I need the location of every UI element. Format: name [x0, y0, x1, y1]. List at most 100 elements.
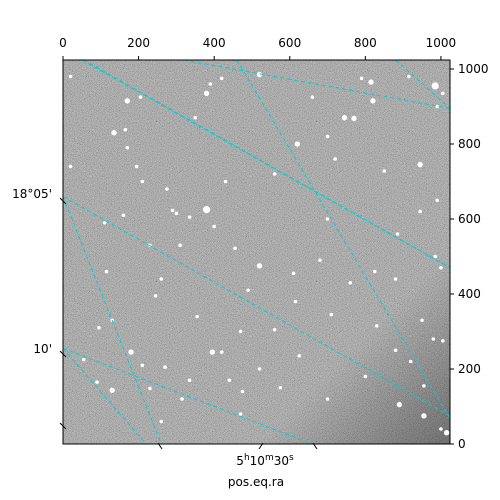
- dec-tick-label: 10': [33, 342, 52, 356]
- ra-tick-label: 5h10m30s: [236, 453, 294, 468]
- star: [238, 329, 243, 334]
- star: [140, 179, 145, 184]
- star: [439, 265, 443, 270]
- star: [208, 82, 213, 86]
- star: [431, 82, 439, 90]
- star: [393, 348, 398, 353]
- star: [291, 271, 296, 276]
- star: [111, 130, 117, 136]
- star: [297, 354, 302, 358]
- star: [372, 269, 377, 274]
- star: [422, 384, 426, 388]
- star: [294, 141, 301, 147]
- y-tick-label: 800: [458, 137, 481, 151]
- star: [138, 95, 143, 99]
- star: [396, 401, 403, 408]
- star: [278, 385, 283, 390]
- star: [359, 76, 364, 81]
- star: [256, 263, 263, 269]
- star: [163, 365, 167, 369]
- star: [407, 74, 411, 79]
- star: [341, 115, 348, 121]
- grid-line: [63, 347, 313, 444]
- star: [180, 397, 184, 401]
- grid-line: [63, 196, 162, 444]
- x-tick-label: 1000: [426, 36, 457, 50]
- star: [272, 327, 277, 332]
- star: [140, 363, 145, 368]
- star: [227, 378, 232, 383]
- y-tick-label: 0: [458, 437, 466, 451]
- star: [325, 397, 330, 401]
- star: [363, 374, 368, 379]
- star: [443, 430, 450, 436]
- star: [68, 74, 73, 79]
- dec-tick-mark: [59, 350, 67, 358]
- star: [417, 161, 423, 168]
- star: [223, 179, 228, 184]
- star: [165, 187, 169, 191]
- plot-frame: [62, 59, 451, 445]
- star: [104, 269, 109, 274]
- ra-tick-mark: [312, 442, 318, 450]
- star: [240, 389, 245, 394]
- star: [174, 211, 179, 216]
- x-tick-label: 400: [203, 36, 226, 50]
- ra-tick-mark: [258, 442, 264, 450]
- star: [370, 98, 376, 104]
- ra-axis-bottom: 5h10m30s pos.eq.ra: [157, 442, 318, 489]
- star: [351, 115, 357, 122]
- star: [95, 380, 99, 384]
- y-tick-label: 600: [458, 212, 481, 226]
- star: [233, 246, 237, 251]
- dec-tick-mark: [59, 422, 67, 430]
- image-vignette: [63, 60, 450, 444]
- x-tick-label: 200: [127, 36, 150, 50]
- star: [325, 134, 330, 139]
- star: [368, 79, 374, 85]
- star: [382, 169, 387, 173]
- star: [125, 145, 130, 150]
- grid-line: [81, 60, 450, 269]
- star: [170, 208, 175, 213]
- star: [128, 349, 134, 355]
- star: [187, 378, 192, 383]
- star: [439, 427, 443, 431]
- x-tick-label: 800: [354, 36, 377, 50]
- y-tick-label: 400: [458, 287, 481, 301]
- star: [212, 224, 216, 229]
- star: [431, 337, 436, 341]
- star: [187, 215, 192, 219]
- star: [393, 277, 398, 281]
- star: [246, 288, 250, 293]
- star: [435, 104, 439, 109]
- ra-tick-mark: [157, 442, 163, 450]
- x-tick-label: 600: [278, 36, 301, 50]
- star: [310, 95, 315, 99]
- star: [238, 412, 243, 416]
- star: [348, 280, 353, 285]
- star: [293, 299, 298, 304]
- y-tick-label: 200: [458, 362, 481, 376]
- star: [272, 172, 277, 176]
- star: [420, 318, 424, 323]
- coordinate-grid: [63, 60, 450, 444]
- x-pixel-axis-top: 0 200 400 600 800 1000: [59, 36, 456, 60]
- star: [433, 254, 438, 259]
- star: [418, 209, 422, 214]
- star: [153, 294, 158, 298]
- ra-axis-label: pos.eq.ra: [228, 475, 284, 489]
- star: [441, 339, 445, 343]
- star: [195, 314, 199, 319]
- grid-line: [395, 60, 450, 109]
- dec-axis-left: 18°05' 10': [12, 187, 67, 430]
- star: [318, 258, 322, 263]
- star: [97, 325, 101, 330]
- star: [68, 164, 73, 169]
- y-tick-label: 1000: [458, 62, 489, 76]
- grid-line: [183, 60, 450, 109]
- star: [333, 157, 337, 161]
- star: [81, 357, 86, 362]
- star: [148, 386, 152, 391]
